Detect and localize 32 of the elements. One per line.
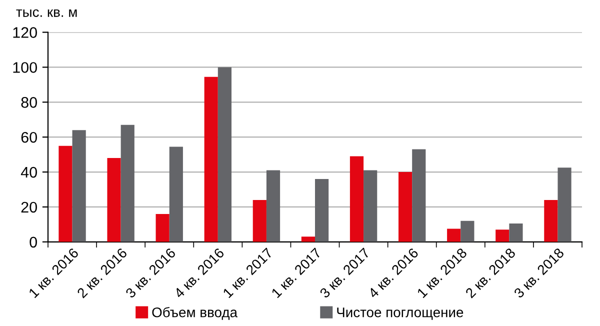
bar [315, 179, 329, 242]
bar [252, 200, 266, 242]
legend-label: Объем ввода [152, 306, 238, 320]
bar [266, 170, 280, 242]
bar [107, 158, 121, 242]
bar [350, 156, 364, 242]
y-tick-label: 60 [21, 132, 37, 143]
bar [398, 172, 412, 242]
y-tick-label: 40 [20, 166, 37, 178]
y-tick-label: 20 [21, 202, 37, 213]
bar [120, 124, 134, 242]
bar [58, 146, 72, 242]
bar [558, 168, 572, 242]
bar [544, 200, 558, 242]
bar [169, 146, 183, 242]
legend-label: Чистое поглощение [337, 308, 464, 320]
bar [156, 214, 170, 242]
bar [301, 236, 315, 242]
bar [364, 170, 378, 242]
bar [72, 130, 86, 242]
y-axis-title: тыс. кв. м [16, 9, 77, 17]
bar [496, 230, 510, 242]
bar [218, 67, 232, 242]
y-tick-label: 80 [21, 97, 37, 108]
y-tick-label: 0 [30, 236, 37, 248]
bar [412, 149, 426, 242]
y-tick-label: 100 [13, 62, 37, 73]
y-tick-label: 120 [13, 27, 37, 38]
bar [460, 220, 474, 242]
bar [204, 76, 218, 242]
bar [509, 224, 523, 242]
bar [447, 228, 461, 242]
